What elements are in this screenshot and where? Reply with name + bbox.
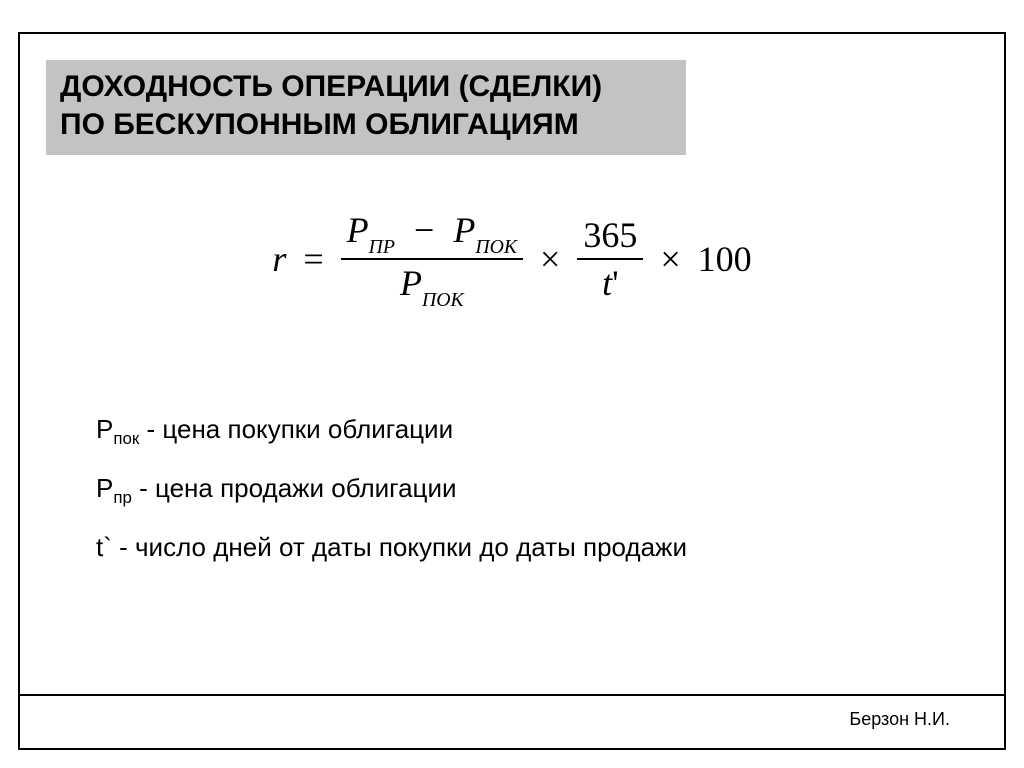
fraction-1-numerator: PПР − PПОК bbox=[341, 209, 523, 256]
t-prime: ' bbox=[612, 263, 619, 303]
formula-lhs: r bbox=[272, 238, 286, 280]
def1-sub: пок bbox=[113, 429, 139, 448]
footer-author: Берзон Н.И. bbox=[849, 709, 950, 730]
times-sign-1: × bbox=[532, 238, 568, 280]
formula-inner: r = PПР − PПОК PПОК × 365 t' bbox=[272, 209, 751, 309]
def1-symbol: Рпок bbox=[96, 414, 139, 444]
slide-title: ДОХОДНОСТЬ ОПЕРАЦИИ (СДЕЛКИ) ПО БЕСКУПОН… bbox=[60, 68, 672, 143]
definitions-block: Рпок - цена покупки облигации Рпр - цена… bbox=[96, 414, 916, 587]
fraction-1: PПР − PПОК PПОК bbox=[341, 209, 523, 309]
p-pok-num-sub: ПОК bbox=[475, 236, 517, 258]
definition-t: t` - число дней от даты покупки до даты … bbox=[96, 532, 916, 563]
p-pok-den-var: P bbox=[400, 263, 422, 303]
definition-p-pok: Рпок - цена покупки облигации bbox=[96, 414, 916, 449]
times-sign-2: × bbox=[652, 238, 688, 280]
minus-sign: − bbox=[404, 210, 444, 250]
p-pr-sub: ПР bbox=[369, 236, 395, 258]
formula: r = PПР − PПОК PПОК × 365 t' bbox=[20, 209, 1004, 309]
def2-symbol: Рпр bbox=[96, 473, 132, 503]
def1-text: цена покупки облигации bbox=[162, 414, 453, 444]
def2-text: цена продажи облигации bbox=[155, 473, 457, 503]
p-pok-den-sub: ПОК bbox=[422, 289, 464, 311]
def1-dash: - bbox=[139, 414, 162, 444]
def2-dash: - bbox=[132, 473, 155, 503]
def2-sub: пр bbox=[113, 488, 132, 507]
def2-var: Р bbox=[96, 473, 113, 503]
def3-symbol: t` bbox=[96, 532, 112, 562]
p-pok-num-var: P bbox=[453, 210, 475, 250]
fraction-1-bar bbox=[341, 258, 523, 260]
def3-text: число дней от даты покупки до даты прода… bbox=[135, 532, 687, 562]
footer-rule bbox=[20, 694, 1004, 696]
definition-p-pr: Рпр - цена продажи облигации bbox=[96, 473, 916, 508]
fraction-2-denominator: t' bbox=[577, 262, 643, 304]
p-pr-var: P bbox=[347, 210, 369, 250]
title-line-1: ДОХОДНОСТЬ ОПЕРАЦИИ (СДЕЛКИ) bbox=[60, 70, 602, 103]
title-block: ДОХОДНОСТЬ ОПЕРАЦИИ (СДЕЛКИ) ПО БЕСКУПОН… bbox=[46, 60, 686, 155]
fraction-2: 365 t' bbox=[577, 214, 643, 304]
slide-frame: ДОХОДНОСТЬ ОПЕРАЦИИ (СДЕЛКИ) ПО БЕСКУПОН… bbox=[18, 32, 1006, 750]
fraction-2-numerator: 365 bbox=[577, 214, 643, 256]
constant-100: 100 bbox=[698, 238, 752, 280]
fraction-2-bar bbox=[577, 258, 643, 260]
t-var: t bbox=[602, 263, 612, 303]
fraction-1-denominator: PПОК bbox=[341, 262, 523, 309]
def1-var: Р bbox=[96, 414, 113, 444]
def3-dash: - bbox=[112, 532, 135, 562]
equals-sign: = bbox=[295, 238, 331, 280]
title-line-2: ПО БЕСКУПОННЫМ ОБЛИГАЦИЯМ bbox=[60, 108, 579, 141]
